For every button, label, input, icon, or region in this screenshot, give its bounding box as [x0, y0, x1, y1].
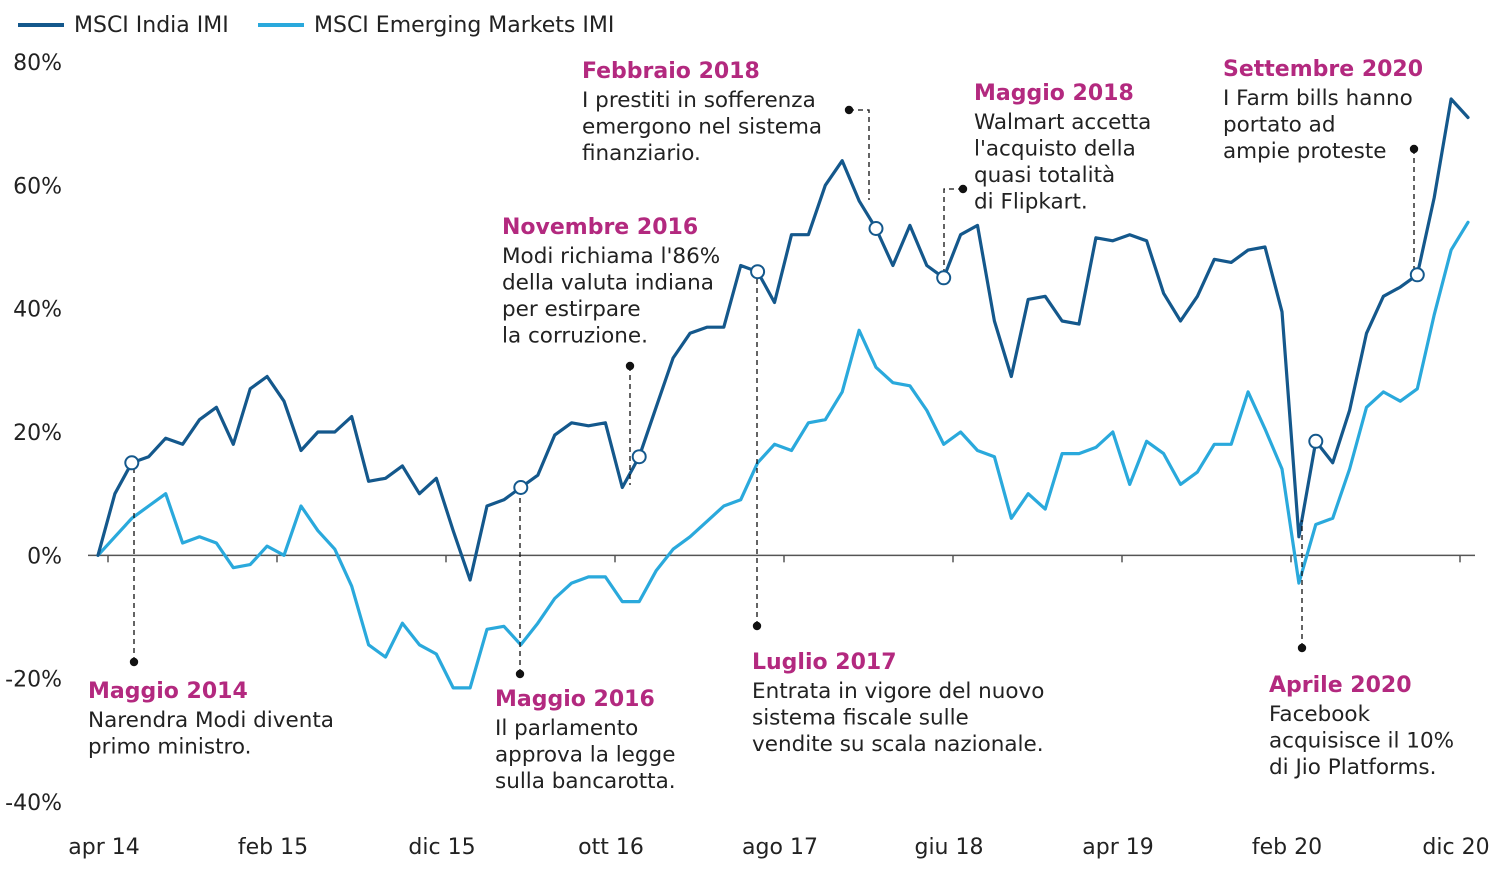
x-tick-label: feb 20 — [1252, 835, 1322, 860]
legend-label-india: MSCI India IMI — [74, 13, 229, 38]
annotation-leader — [849, 109, 870, 200]
annotation-text-line: acquisisce il 10% — [1269, 729, 1454, 754]
x-tick-label: apr 14 — [68, 835, 139, 860]
annotation-text-line: Modi richiama l'86% — [502, 244, 720, 269]
annotation-text-line: I prestiti in sofferenza — [582, 88, 816, 113]
annotation-marker — [1308, 433, 1324, 449]
annotation-text-line: vendite su scala nazionale. — [752, 732, 1044, 757]
y-tick-label: 60% — [13, 174, 62, 199]
annotation-text-line: della valuta indiana — [502, 271, 714, 296]
annotation-text-line: approva la legge — [495, 743, 675, 768]
annotation-marker — [631, 449, 647, 465]
x-tick-label: apr 19 — [1082, 835, 1153, 860]
y-tick-label: -40% — [5, 791, 62, 816]
annotation-marker — [750, 264, 766, 280]
annotation-anchor-dot — [1297, 643, 1307, 653]
annotation-anchor-dot — [844, 105, 854, 115]
annotation-text-line: Walmart accetta — [974, 110, 1151, 135]
x-tick-label: dic 15 — [408, 835, 475, 860]
y-tick-label: -20% — [5, 668, 62, 693]
annotation-title: Maggio 2014 — [88, 679, 248, 704]
annotation: Febbraio 2018 I prestiti in sofferenzaeme… — [582, 59, 822, 166]
annotation-text-line: Narendra Modi diventa — [88, 708, 334, 733]
annotation-text-line: di Flipkart. — [974, 190, 1088, 215]
series-layer — [96, 97, 1470, 690]
annotation-text-line: sulla bancarotta. — [495, 769, 676, 794]
y-tick-label: 20% — [13, 421, 62, 446]
x-tick-label: ago 17 — [742, 835, 818, 860]
annotation-text-line: di Jio Platforms. — [1269, 755, 1436, 780]
annotation-title: Settembre 2020 — [1223, 57, 1423, 82]
annotation: Luglio 2017 Entrata in vigore del nuovosi… — [752, 650, 1044, 757]
annotation-title: Aprile 2020 — [1269, 673, 1412, 698]
annotation-title: Maggio 2018 — [974, 81, 1134, 106]
annotation-text-line: emergono nel sistema — [582, 115, 822, 140]
annotation-marker — [936, 270, 952, 286]
annotation-text-line: Il parlamento — [495, 716, 638, 741]
annotation-anchor-dot — [752, 621, 762, 631]
series-line-em — [96, 220, 1470, 690]
x-tick-label: feb 15 — [238, 835, 308, 860]
y-tick-label: 80% — [13, 51, 62, 76]
x-tick-label: ott 16 — [578, 835, 644, 860]
annotation-anchor-dot — [1409, 144, 1419, 154]
x-axis: apr 14 feb 15 dic 15 ott 16 ago 17 giu 18 apr … — [68, 554, 1490, 860]
legend: MSCI India IMI MSCI Emerging Markets IMI — [18, 13, 614, 38]
series-line-india — [96, 97, 1470, 582]
annotation-text-line: Facebook — [1269, 702, 1371, 727]
annotation-marker — [513, 480, 529, 495]
annotation-anchor-dot — [129, 657, 139, 667]
annotation-text-line: la corruzione. — [502, 324, 648, 349]
annotation-title: Luglio 2017 — [752, 650, 897, 675]
x-tick-label: dic 20 — [1422, 835, 1489, 860]
annotation-text-line: l'acquisto della — [974, 137, 1136, 162]
y-tick-label: 40% — [13, 298, 62, 323]
annotation-text-line: I Farm bills hanno — [1223, 86, 1413, 111]
annotation-title: Novembre 2016 — [502, 215, 698, 240]
annotation-text-line: Entrata in vigore del nuovo — [752, 679, 1044, 704]
annotation-text-line: sistema fiscale sulle — [752, 706, 969, 731]
annotation-text-line: quasi totalità — [974, 163, 1115, 188]
annotation-text-line: per estirpare — [502, 297, 641, 322]
annotation-title: Maggio 2016 — [495, 687, 655, 712]
annotation: Novembre 2016 Modi richiama l'86%della va… — [502, 215, 720, 349]
y-tick-label: 0% — [27, 544, 62, 569]
y-axis: 80% 60% 40% 20% 0% -20% -40% — [5, 51, 62, 816]
annotation-leaders — [124, 105, 1425, 679]
annotation-marker — [1409, 267, 1425, 283]
annotation: Settembre 2020 I Farm bills hannoportato … — [1223, 57, 1423, 164]
annotation-anchor-dot — [958, 184, 968, 194]
annotation-anchor-dot — [625, 361, 635, 371]
annotation-anchor-dot — [515, 669, 525, 679]
annotation-text-line: ampie proteste — [1223, 139, 1387, 164]
annotation-leader — [943, 188, 963, 279]
annotation-text-line: portato ad — [1223, 113, 1336, 138]
annotation-text-line: finanziario. — [582, 141, 701, 166]
annotation-text-line: primo ministro. — [88, 735, 252, 760]
annotation-marker — [868, 221, 884, 236]
x-tick-label: giu 18 — [914, 835, 983, 860]
annotation-title: Febbraio 2018 — [582, 59, 760, 84]
annotation-marker — [124, 455, 140, 471]
legend-label-em: MSCI Emerging Markets IMI — [314, 13, 614, 38]
